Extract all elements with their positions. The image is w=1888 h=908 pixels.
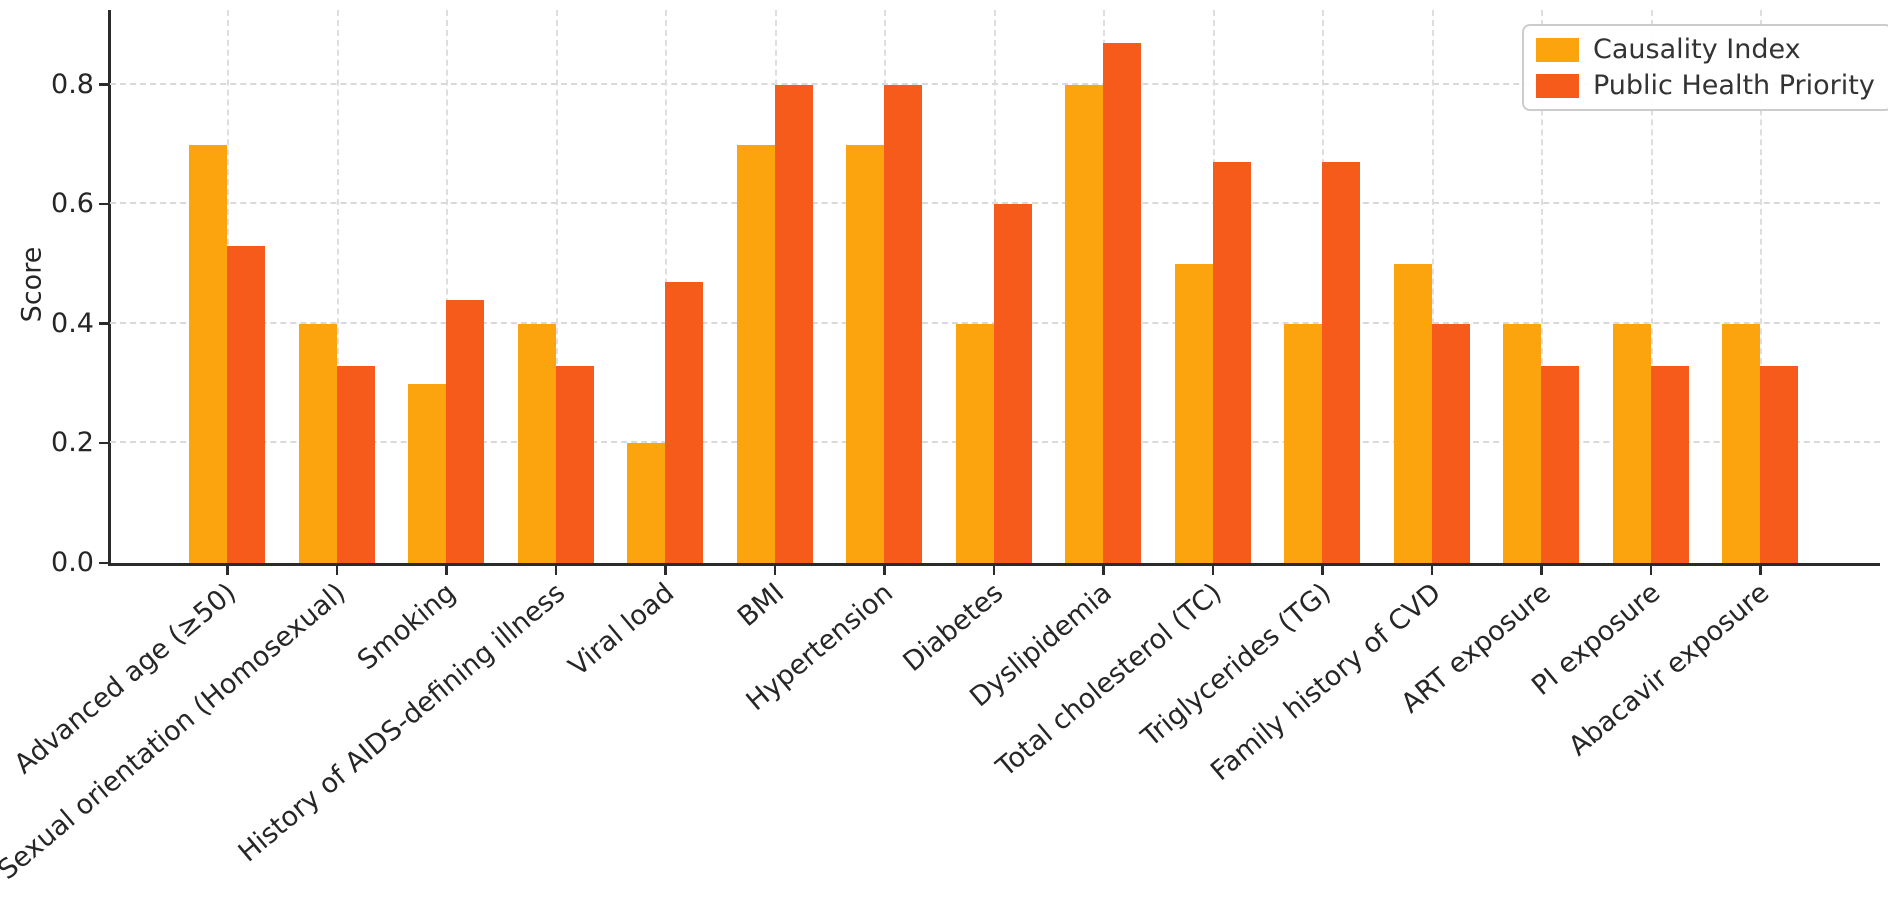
gridline-vertical [1541,10,1543,563]
x-tick-label: Triglycerides (TG) [1136,577,1338,754]
x-tick-label: Diabetes [897,577,1009,679]
gridline-vertical [1760,10,1762,563]
bar-public-health-priority [1760,365,1798,563]
bar-public-health-priority [1103,42,1141,563]
x-tick-label: BMI [731,577,790,633]
x-tick-mark [773,566,776,575]
x-tick-mark [335,566,338,575]
gridline-vertical [336,10,339,563]
legend-item: Public Health Priority [1536,71,1875,100]
legend-label: Causality Index [1593,34,1801,65]
y-tick-mark [99,322,108,325]
bar-public-health-priority [1650,365,1689,563]
bar-causality-index [517,323,556,563]
gridline-vertical [1431,10,1434,563]
bar-public-health-priority [1541,365,1579,563]
bar-causality-index [1503,323,1541,563]
bar-public-health-priority [227,246,265,563]
x-tick-mark [1211,566,1214,575]
x-axis-spine [108,563,1880,566]
x-tick-mark [226,566,229,575]
x-tick-mark [1540,566,1543,575]
y-axis-label: Score [16,246,48,323]
x-tick-mark [1759,566,1762,575]
legend-swatch-causality-index [1536,37,1579,62]
y-axis-spine [108,10,111,566]
bar-public-health-priority [1322,162,1360,563]
y-tick-label: 0.4 [51,307,94,339]
gridline-vertical [555,10,558,563]
bar-causality-index [1393,264,1432,563]
bar-causality-index [627,443,665,563]
y-tick-label: 0.2 [51,427,94,459]
y-tick-label: 0.6 [51,188,94,220]
x-tick-mark [1102,566,1105,575]
bar-causality-index [1284,323,1322,563]
bar-public-health-priority [884,84,922,563]
bar-causality-index [1612,323,1651,563]
x-tick-mark [554,566,557,575]
x-tick-label: Viral load [563,577,681,683]
bar-causality-index [846,144,884,563]
gridline-vertical [1650,10,1653,563]
y-tick-mark [99,202,108,206]
y-tick-mark [99,441,108,445]
y-tick-mark [99,561,108,564]
x-tick-mark [1649,566,1652,575]
bar-causality-index [298,323,337,563]
legend-label: Public Health Priority [1593,70,1875,101]
bar-public-health-priority [993,204,1032,563]
plot-area [99,10,1880,566]
bar-causality-index [189,144,227,563]
bar-public-health-priority [774,84,813,563]
bar-public-health-priority [1431,323,1470,563]
x-tick-mark [1430,566,1433,575]
bar-causality-index [1174,264,1213,563]
bar-causality-index [1722,323,1760,563]
bar-public-health-priority [555,365,594,563]
bar-causality-index [736,144,775,563]
y-tick-label: 0.8 [51,68,94,100]
bar-public-health-priority [665,282,703,563]
x-tick-mark [1321,566,1324,575]
bar-causality-index [1065,84,1103,563]
y-tick-mark [99,83,108,86]
x-tick-mark [445,566,448,575]
legend-item: Causality Index [1536,35,1875,64]
bar-public-health-priority [1212,162,1251,563]
y-tick-label: 0.0 [51,547,94,578]
bar-public-health-priority [336,365,375,563]
bar-public-health-priority [446,299,484,563]
legend: Causality Index Public Health Priority [1522,24,1888,111]
x-tick-mark [992,566,995,575]
x-tick-mark [664,566,667,575]
x-tick-mark [883,566,886,575]
bar-causality-index [408,383,446,563]
x-tick-label: Abacavir exposure [1563,577,1776,763]
x-tick-label: Smoking [351,577,462,677]
legend-swatch-public-health-priority [1536,73,1579,98]
gridline-vertical [446,10,448,563]
bar-causality-index [955,323,994,563]
